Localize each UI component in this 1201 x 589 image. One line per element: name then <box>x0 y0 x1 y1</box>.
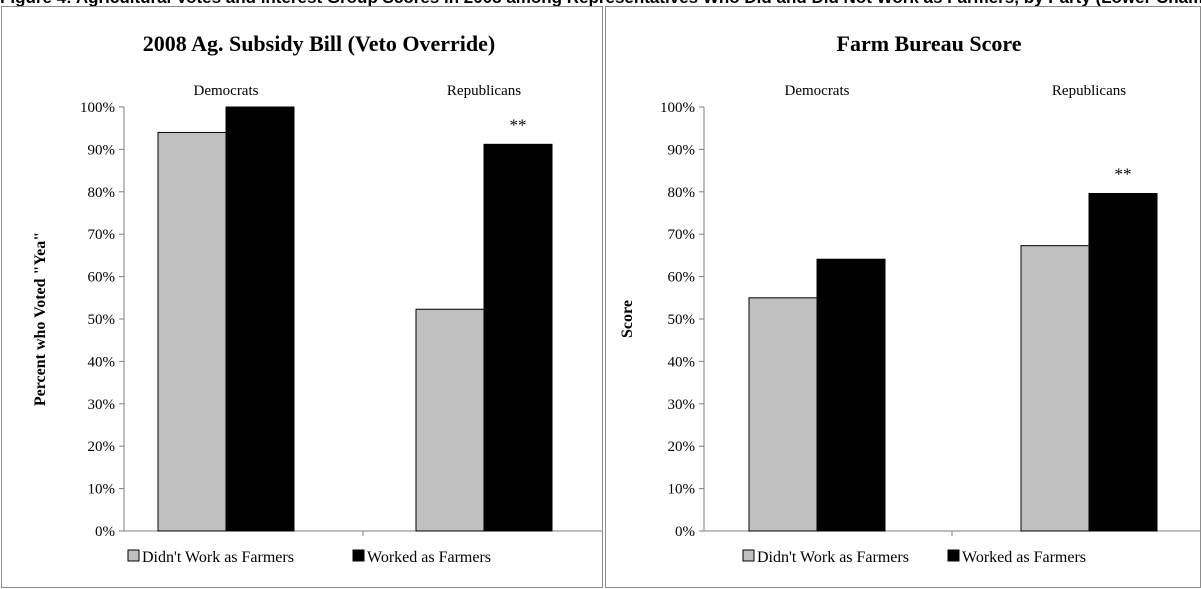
y-tick-label: 80% <box>668 185 696 201</box>
y-tick-label: 10% <box>668 482 696 498</box>
y-tick-label: 0% <box>675 524 695 540</box>
y-tick-label: 60% <box>88 270 116 286</box>
y-tick-label: 20% <box>668 439 696 455</box>
bar-farmers-republicans <box>483 143 553 532</box>
chart-panel-score: Farm Bureau Score Score 0% 10% 20% 30% 40% 50% 6… <box>605 6 1201 588</box>
bar-non-farmers-democrats <box>157 131 227 532</box>
legend-swatch-non-farmers <box>127 549 140 562</box>
category-label: Democrats <box>785 83 850 99</box>
y-tick-label: 50% <box>668 312 696 328</box>
bar-non-farmers-republicans <box>1020 245 1090 532</box>
y-tick-label: 70% <box>668 227 696 243</box>
y-tick-label: 100% <box>80 100 115 116</box>
bar-farmers-democrats <box>225 106 295 532</box>
bar-non-farmers-republicans <box>415 308 485 532</box>
y-tick-label: 50% <box>88 312 116 328</box>
legend-label-non-farmers: Didn't Work as Farmers <box>757 549 909 566</box>
y-tick-label: 10% <box>88 482 116 498</box>
y-tick-label: 30% <box>668 397 696 413</box>
y-tick-label: 40% <box>88 354 116 370</box>
bar-farmers-republicans <box>1088 192 1158 532</box>
chart-vote-svg: 2008 Ag. Subsidy Bill (Veto Override) Per… <box>32 31 602 566</box>
category-label: Democrats <box>194 83 259 99</box>
chart-panel-vote: 2008 Ag. Subsidy Bill (Veto Override) Per… <box>1 6 603 588</box>
y-tick-label: 0% <box>95 524 115 540</box>
legend-label-non-farmers: Didn't Work as Farmers <box>142 549 294 566</box>
y-tick-label: 70% <box>88 227 116 243</box>
y-tick-label: 100% <box>660 100 695 116</box>
y-tick-label: 90% <box>88 142 116 158</box>
significance-annotation: ** <box>510 115 527 134</box>
y-tick-label: 20% <box>88 439 116 455</box>
category-label: Republicans <box>1052 83 1126 99</box>
figure-caption: Figure 4: Agricultural Votes and Interes… <box>0 0 1201 8</box>
legend-swatch-farmers <box>947 549 960 562</box>
y-tick-label: 80% <box>88 185 116 201</box>
chart-title: Farm Bureau Score <box>837 31 1022 56</box>
y-axis-label: Percent who Voted "Yea" <box>32 232 49 406</box>
y-tick-label: 90% <box>668 142 696 158</box>
y-axis-label: Score <box>619 300 636 338</box>
legend-label-farmers: Worked as Farmers <box>367 549 491 566</box>
significance-annotation: ** <box>1115 164 1132 183</box>
bar-farmers-democrats <box>816 258 886 532</box>
legend-swatch-non-farmers <box>742 549 755 562</box>
legend-swatch-farmers <box>352 549 365 562</box>
chart-score-svg: Farm Bureau Score Score 0% 10% 20% 30% 40% 50% 6… <box>619 31 1200 566</box>
legend-label-farmers: Worked as Farmers <box>962 549 1086 566</box>
y-tick-label: 40% <box>668 354 696 370</box>
y-tick-label: 60% <box>668 270 696 286</box>
bar-non-farmers-democrats <box>748 297 818 532</box>
y-tick-label: 30% <box>88 397 116 413</box>
category-label: Republicans <box>447 83 521 99</box>
chart-title: 2008 Ag. Subsidy Bill (Veto Override) <box>143 31 495 56</box>
